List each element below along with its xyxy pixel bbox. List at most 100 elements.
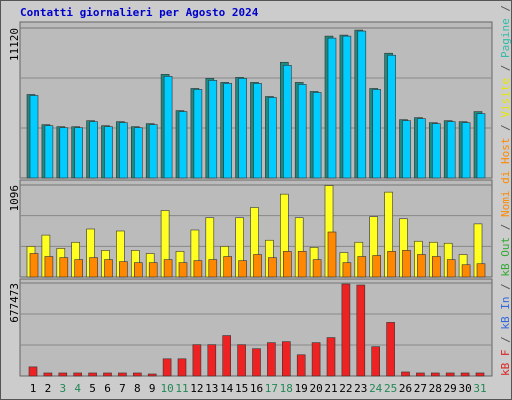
- x-tick-label: 17: [265, 382, 278, 395]
- x-tick-label: 10: [160, 382, 173, 395]
- bar: [430, 372, 440, 377]
- bar: [356, 284, 366, 377]
- legend-entry: Nomi di Host: [499, 138, 512, 217]
- bar: [162, 358, 172, 377]
- bar: [118, 372, 127, 377]
- bar: [253, 254, 262, 278]
- x-tick-label: 7: [119, 382, 126, 395]
- bar: [147, 373, 157, 377]
- bar: [74, 259, 83, 278]
- chart-title: Contatti giornalieri per Agosto 2024: [20, 6, 259, 19]
- bar: [460, 372, 470, 377]
- x-tick-label: 21: [324, 382, 337, 395]
- bar: [282, 251, 292, 278]
- bar: [163, 259, 173, 278]
- bar: [104, 259, 113, 278]
- bar: [267, 342, 276, 377]
- bar: [237, 344, 246, 377]
- x-tick-label: 6: [104, 382, 111, 395]
- y-tick-label: 1096: [8, 185, 21, 212]
- bar: [192, 344, 202, 377]
- bar: [238, 260, 247, 278]
- bar: [178, 262, 188, 278]
- x-tick-label: 20: [309, 382, 322, 395]
- x-tick-label: 12: [190, 382, 203, 395]
- bar: [178, 111, 188, 179]
- x-tick-label: 23: [354, 382, 367, 395]
- bar: [252, 348, 261, 377]
- bar: [311, 342, 321, 377]
- legend-entry: Visite: [499, 78, 512, 118]
- bar: [476, 113, 486, 179]
- bar: [253, 83, 262, 179]
- bar: [222, 335, 231, 377]
- bar: [268, 257, 277, 278]
- bar: [103, 372, 112, 377]
- bar: [58, 372, 68, 377]
- bar: [28, 366, 38, 377]
- legend-separator: /: [499, 277, 512, 297]
- bar: [89, 257, 98, 278]
- bar: [386, 322, 395, 377]
- bar: [357, 30, 367, 179]
- bar: [401, 371, 410, 377]
- bar: [417, 254, 426, 278]
- x-tick-label: 18: [280, 382, 293, 395]
- x-tick-label: 14: [220, 382, 234, 395]
- bar: [73, 372, 82, 377]
- bar: [461, 122, 471, 179]
- bar: [296, 354, 306, 377]
- x-tick-label: 29: [444, 382, 457, 395]
- x-tick-label: 22: [339, 382, 352, 395]
- legend-separator: /: [499, 330, 512, 350]
- legend-entry: Pagine: [499, 18, 512, 58]
- x-tick-label: 24: [369, 382, 383, 395]
- bar: [207, 344, 217, 377]
- bar: [297, 251, 307, 278]
- x-tick-label: 9: [149, 382, 156, 395]
- bar: [43, 372, 53, 377]
- x-tick-label: 16: [250, 382, 263, 395]
- x-tick-label: 30: [458, 382, 471, 395]
- bar: [88, 372, 97, 377]
- x-tick-label: 28: [429, 382, 442, 395]
- x-tick-label: 4: [74, 382, 81, 395]
- legend: kB F / kB In / kB Out / Nomi di Host / V…: [499, 0, 512, 376]
- legend-separator: /: [499, 217, 512, 237]
- legend-entry: kB F: [499, 350, 512, 377]
- bar: [223, 256, 232, 278]
- bar: [312, 259, 322, 278]
- bar: [431, 256, 441, 278]
- y-tick-label: 11120: [8, 28, 21, 61]
- bar: [133, 372, 142, 377]
- bar: [59, 127, 69, 179]
- bar: [59, 257, 69, 278]
- x-tick-label: 5: [89, 382, 96, 395]
- bar: [342, 35, 352, 179]
- legend-entry: kB Out: [499, 237, 512, 277]
- bar: [372, 255, 382, 278]
- y-tick-label: 677473: [8, 283, 21, 323]
- bar: [402, 250, 411, 278]
- x-tick-label: 11: [175, 382, 188, 395]
- x-tick-label: 19: [295, 382, 308, 395]
- bar: [327, 231, 337, 278]
- bar: [475, 372, 485, 377]
- bar: [268, 97, 277, 179]
- bar: [341, 283, 351, 377]
- bar: [387, 251, 396, 278]
- bar: [148, 124, 158, 179]
- bar: [104, 126, 113, 179]
- x-tick-label: 15: [235, 382, 248, 395]
- bar: [208, 259, 218, 278]
- x-tick-label: 27: [414, 382, 427, 395]
- x-tick-label: 13: [205, 382, 218, 395]
- bar: [431, 123, 441, 179]
- legend-separator: /: [499, 0, 512, 18]
- x-tick-label: 2: [45, 382, 52, 395]
- bar: [342, 262, 352, 278]
- bar: [446, 259, 456, 278]
- x-tick-label: 8: [134, 382, 141, 395]
- bar: [312, 92, 322, 179]
- legend-separator: /: [499, 58, 512, 78]
